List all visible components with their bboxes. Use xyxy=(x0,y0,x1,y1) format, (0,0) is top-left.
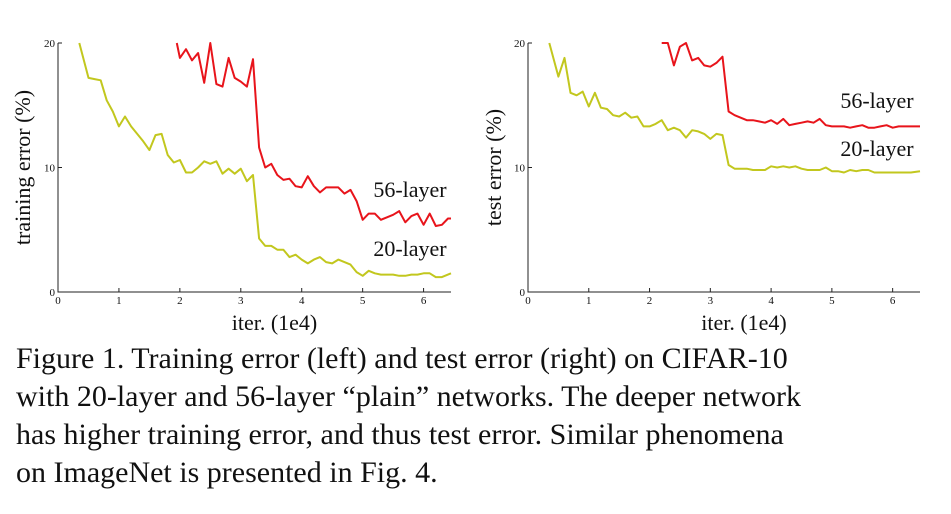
series-line-56-layer xyxy=(175,42,451,227)
x-tick-label: 0 xyxy=(525,295,531,307)
series-line-20-layer xyxy=(78,42,452,279)
x-tick-label: 1 xyxy=(586,295,592,307)
x-tick-label: 1 xyxy=(116,295,122,307)
x-tick-label: 4 xyxy=(299,295,305,307)
x-tick-label: 5 xyxy=(360,295,366,307)
y-axis-label: test error (%) xyxy=(481,109,506,226)
y-tick-label: 20 xyxy=(514,38,526,50)
x-axis-label: iter. (1e4) xyxy=(232,310,318,335)
y-tick-label: 10 xyxy=(514,163,526,175)
x-tick-label: 3 xyxy=(708,295,714,307)
x-tick-label: 3 xyxy=(238,295,244,307)
x-tick-label: 2 xyxy=(647,295,653,307)
caption-line-2: with 20-layer and 56-layer “plain” netwo… xyxy=(16,380,801,413)
series-label-56-layer: 56-layer xyxy=(840,88,914,113)
y-tick-label: 10 xyxy=(44,163,56,175)
x-tick-label: 5 xyxy=(829,295,835,307)
training-error-chart: 0 1 2 3 4 5 6 0 10 20 iter. (1e4) training error (%… xyxy=(10,38,452,335)
caption-line-1: Figure 1. Training error (left) and test… xyxy=(16,342,788,375)
series-label-56-layer: 56-layer xyxy=(373,177,447,202)
series-line-56-layer xyxy=(661,42,920,129)
x-tick-label: 0 xyxy=(55,295,61,307)
x-axis-label: iter. (1e4) xyxy=(701,310,787,335)
caption-line-3: has higher training error, and thus test… xyxy=(16,418,784,451)
y-tick-label: 20 xyxy=(44,38,56,50)
series-label-20-layer: 20-layer xyxy=(840,136,914,161)
y-tick-label: 0 xyxy=(520,287,526,299)
series-line-20-layer xyxy=(548,42,921,174)
x-tick-label: 4 xyxy=(768,295,774,307)
axis-frame xyxy=(527,43,920,293)
x-tick-label: 6 xyxy=(421,295,427,307)
figure-caption: Figure 1. Training error (left) and test… xyxy=(16,340,941,492)
x-tick-label: 6 xyxy=(890,295,896,307)
y-tick-label: 0 xyxy=(50,287,56,299)
series-label-20-layer: 20-layer xyxy=(373,236,447,261)
test-error-chart: 0 1 2 3 4 5 6 0 10 20 iter. (1e4) test error (%) 56-… xyxy=(481,38,921,335)
x-tick-label: 2 xyxy=(177,295,183,307)
y-axis-label: training error (%) xyxy=(10,90,35,245)
caption-line-4: on ImageNet is presented in Fig. 4. xyxy=(16,456,438,489)
